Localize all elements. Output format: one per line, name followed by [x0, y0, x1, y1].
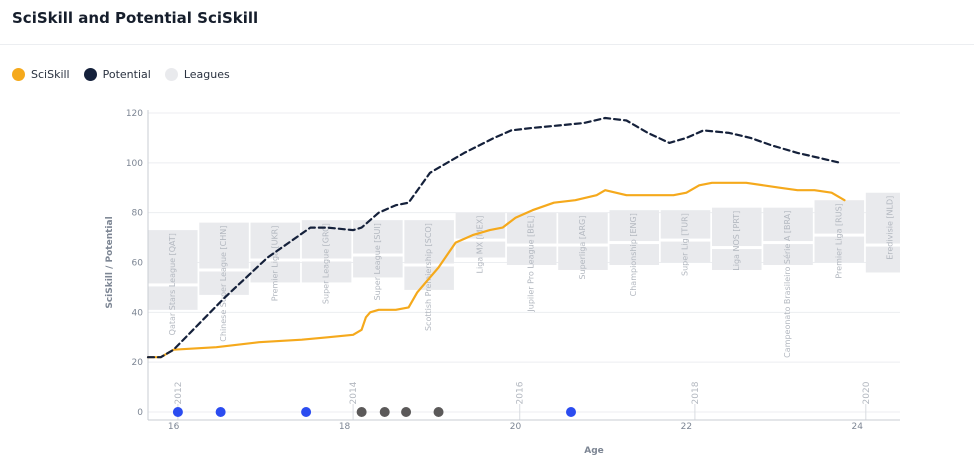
league-band-lower	[865, 246, 900, 273]
event-marker	[433, 407, 444, 417]
event-marker	[215, 407, 226, 417]
chart-legend: SciSkill Potential Leagues	[12, 66, 244, 82]
y-tick-label: 20	[132, 358, 144, 368]
x-tick-label: 22	[681, 422, 692, 432]
y-axis-title: SciSkill / Potential	[105, 216, 115, 308]
year-marker-label: 2012	[174, 382, 184, 405]
league-band-upper	[609, 210, 660, 242]
y-tick-label: 0	[137, 408, 143, 418]
league-band-upper	[865, 192, 900, 244]
series-lines	[146, 116, 846, 359]
league-label: Premier Liga [UKR]	[270, 226, 279, 302]
series-line-potential	[146, 116, 842, 359]
league-label: Jupiler Pro League [BEL]	[527, 216, 536, 313]
legend-swatch-sciskill	[12, 67, 25, 81]
y-tick-label: 40	[132, 308, 144, 318]
league-band-upper	[353, 220, 403, 254]
x-tick-label: 24	[852, 422, 864, 432]
league-label: Chinese Super League [CHN]	[219, 226, 228, 342]
y-tick-label: 60	[132, 259, 144, 269]
x-axis-title: Age	[584, 446, 604, 456]
legend-label-sciskill: SciSkill	[31, 67, 70, 81]
league-band-lower	[506, 246, 557, 265]
league-band-upper	[455, 212, 506, 239]
league-label: Super League [SUI]	[373, 223, 382, 300]
chart-header: SciSkill and Potential SciSkill	[0, 0, 974, 45]
year-marker-label: 2014	[349, 381, 359, 404]
league-band-upper	[148, 230, 198, 284]
league-band-upper	[712, 207, 762, 247]
league-band-lower	[558, 246, 608, 270]
x-tick-label: 16	[168, 422, 180, 432]
year-marker-label: 2020	[862, 381, 872, 404]
event-marker	[566, 407, 576, 417]
x-tick-label: 20	[510, 422, 522, 432]
league-label: Super League [GRC]	[322, 223, 331, 304]
league-label: Campeonato Brasileiro Série A [BRA]	[782, 211, 792, 358]
league-band-lower	[301, 261, 352, 283]
y-tick-label: 120	[126, 109, 143, 119]
league-band-lower	[763, 244, 813, 265]
x-tick-label: 18	[339, 422, 351, 432]
legend-item-leagues[interactable]: Leagues	[164, 67, 230, 81]
league-band-lower	[199, 271, 249, 295]
event-markers	[172, 407, 576, 417]
year-markers: 2012 2014 2016 2018 2020	[174, 381, 872, 420]
y-tick-label: 80	[132, 209, 144, 219]
league-label: Super Lig [TUR]	[681, 213, 690, 276]
legend-label-leagues: Leagues	[183, 67, 230, 81]
page-title: SciSkill and Potential SciSkill	[12, 9, 259, 27]
league-band-lower	[609, 244, 660, 265]
year-marker-label: 2018	[691, 381, 701, 404]
year-marker-label: 2016	[516, 381, 526, 404]
league-band-upper	[763, 207, 813, 242]
league-band-lower	[455, 241, 506, 258]
league-band-lower	[712, 249, 762, 270]
axes: 0 20 40 60 80 100 120 16 18 20 22 24 Age SciSkill / P…	[105, 109, 900, 456]
event-marker	[356, 407, 367, 417]
event-marker	[301, 407, 312, 417]
legend-item-potential[interactable]: Potential	[83, 67, 151, 81]
league-label: Scottish Premiership [SCO]	[424, 223, 433, 331]
event-marker	[172, 407, 183, 417]
league-label: Liga MX [MEX]	[475, 216, 484, 274]
legend-swatch-leagues	[164, 67, 178, 81]
league-band-lower	[660, 241, 711, 263]
league-label: Premier Liga [RUS]	[834, 203, 843, 278]
league-label: Liga NOS [PRT]	[732, 211, 741, 271]
league-band-upper	[660, 210, 711, 239]
league-band-upper	[301, 220, 352, 259]
league-band-lower	[814, 236, 865, 263]
league-label: Championship [ENG]	[629, 213, 638, 296]
league-band-lower	[250, 261, 301, 283]
y-tick-label: 100	[126, 159, 143, 169]
event-marker	[401, 407, 412, 417]
league-label: Superliga [ARG]	[578, 216, 587, 280]
league-label: Eredivisie [NLD]	[886, 196, 895, 260]
league-band-upper	[558, 212, 608, 244]
league-band-lower	[353, 256, 403, 278]
legend-swatch-potential	[83, 67, 97, 81]
event-marker	[379, 407, 390, 417]
league-band-upper	[199, 222, 249, 269]
legend-item-sciskill[interactable]: SciSkill	[12, 67, 70, 81]
league-label: Qatar Stars League [QAT]	[168, 233, 177, 335]
league-band-lower	[148, 286, 198, 310]
league-band-upper	[814, 200, 865, 234]
series-line-sciskill	[146, 181, 846, 359]
legend-label-potential: Potential	[102, 67, 151, 81]
league-bands: Qatar Stars League [QAT] Chinese Super Le…	[148, 192, 900, 358]
